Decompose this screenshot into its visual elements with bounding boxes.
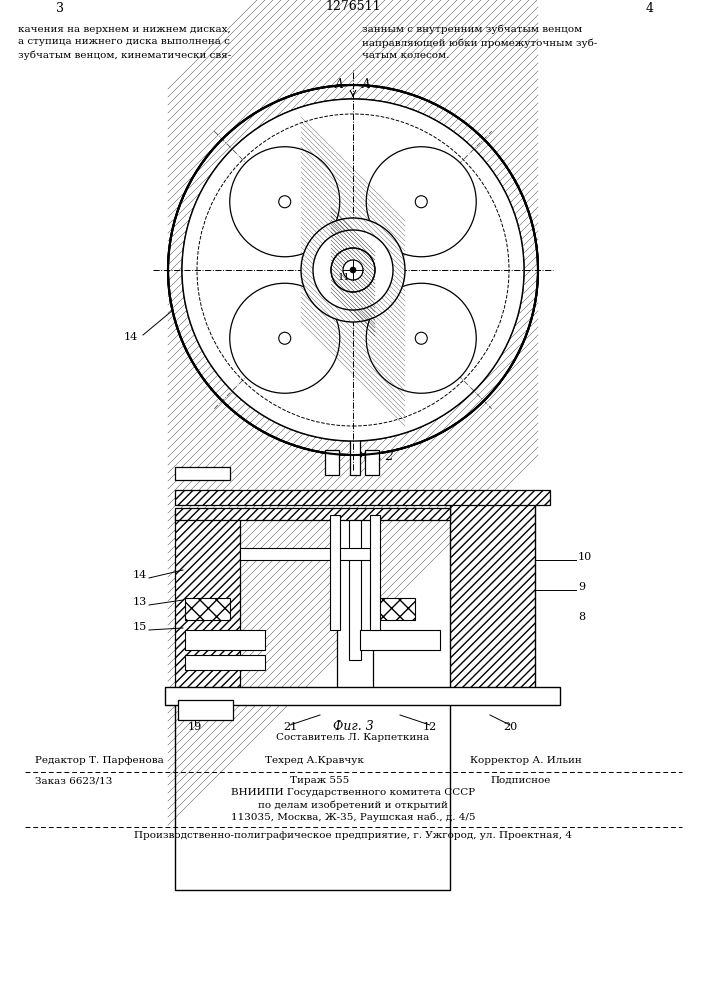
Bar: [175, 508, 450, 520]
Bar: [175, 467, 230, 480]
Text: по делам изобретений и открытий: по делам изобретений и открытий: [258, 800, 448, 810]
Text: 113035, Москва, Ж-35, Раушская наб., д. 4/5: 113035, Москва, Ж-35, Раушская наб., д. …: [230, 812, 475, 822]
Circle shape: [343, 260, 363, 280]
Circle shape: [331, 248, 375, 292]
Text: 13: 13: [133, 597, 147, 607]
Bar: [175, 490, 550, 505]
Bar: [330, 515, 340, 630]
Circle shape: [415, 196, 427, 208]
Circle shape: [301, 218, 405, 322]
Text: Корректор А. Ильин: Корректор А. Ильин: [470, 756, 582, 765]
Bar: [337, 510, 373, 700]
Circle shape: [182, 99, 524, 441]
Text: 11: 11: [338, 273, 351, 282]
Bar: [450, 500, 535, 700]
Text: Составитель Л. Карпеткина: Составитель Л. Карпеткина: [276, 733, 430, 742]
Text: Тираж 555: Тираж 555: [290, 776, 349, 785]
Circle shape: [279, 332, 291, 344]
Bar: [240, 548, 370, 560]
Circle shape: [279, 196, 291, 208]
Text: 21: 21: [283, 722, 297, 732]
Text: А  -  А: А - А: [334, 78, 371, 91]
Bar: [185, 598, 230, 620]
Circle shape: [366, 147, 477, 257]
Text: Фиг. 2: Фиг. 2: [353, 450, 393, 463]
Circle shape: [350, 267, 356, 273]
Text: 14: 14: [124, 332, 138, 342]
Text: ВНИИПИ Государственного комитета СССР: ВНИИПИ Государственного комитета СССР: [231, 788, 475, 797]
Text: 8: 8: [578, 612, 585, 622]
Bar: [175, 510, 240, 700]
Text: занным с внутренним зубчатым венцом
направляющей юбки промежуточным зуб-
чатым к: занным с внутренним зубчатым венцом напр…: [362, 25, 597, 60]
Bar: [360, 630, 440, 650]
Bar: [370, 515, 380, 630]
Bar: [185, 630, 265, 650]
Text: Производственно-полиграфическое предприятие, г. Ужгород, ул. Проектная, 4: Производственно-полиграфическое предприя…: [134, 831, 572, 840]
Circle shape: [230, 147, 340, 257]
Text: 14: 14: [133, 570, 147, 580]
Bar: [175, 700, 450, 890]
Bar: [349, 510, 361, 660]
Circle shape: [168, 85, 538, 455]
Text: Техред А.Кравчук: Техред А.Кравчук: [265, 756, 364, 765]
Bar: [165, 687, 560, 705]
Bar: [185, 655, 265, 670]
Text: 19: 19: [188, 722, 202, 732]
Text: Редактор Т. Парфенова: Редактор Т. Парфенова: [35, 756, 164, 765]
Bar: [350, 425, 360, 475]
Bar: [325, 450, 339, 475]
Text: 10: 10: [578, 552, 592, 562]
Circle shape: [313, 230, 393, 310]
Circle shape: [415, 332, 427, 344]
Bar: [370, 598, 415, 620]
Text: Заказ 6623/13: Заказ 6623/13: [35, 776, 112, 785]
Text: 20: 20: [503, 722, 517, 732]
Text: 3: 3: [56, 2, 64, 15]
Text: Подписное: Подписное: [490, 776, 550, 785]
Text: 12: 12: [423, 722, 437, 732]
Circle shape: [182, 99, 524, 441]
Circle shape: [366, 283, 477, 393]
Bar: [365, 450, 379, 475]
Text: качения на верхнем и нижнем дисках,
а ступица нижнего диска выполнена с
зубчатым: качения на верхнем и нижнем дисках, а ст…: [18, 25, 231, 60]
Text: 9: 9: [578, 582, 585, 592]
Bar: [178, 700, 233, 720]
Circle shape: [230, 283, 340, 393]
Text: 15: 15: [133, 622, 147, 632]
Text: 4: 4: [646, 2, 654, 15]
Text: 1276511: 1276511: [325, 0, 381, 13]
Text: Фиг. 3: Фиг. 3: [332, 720, 373, 733]
